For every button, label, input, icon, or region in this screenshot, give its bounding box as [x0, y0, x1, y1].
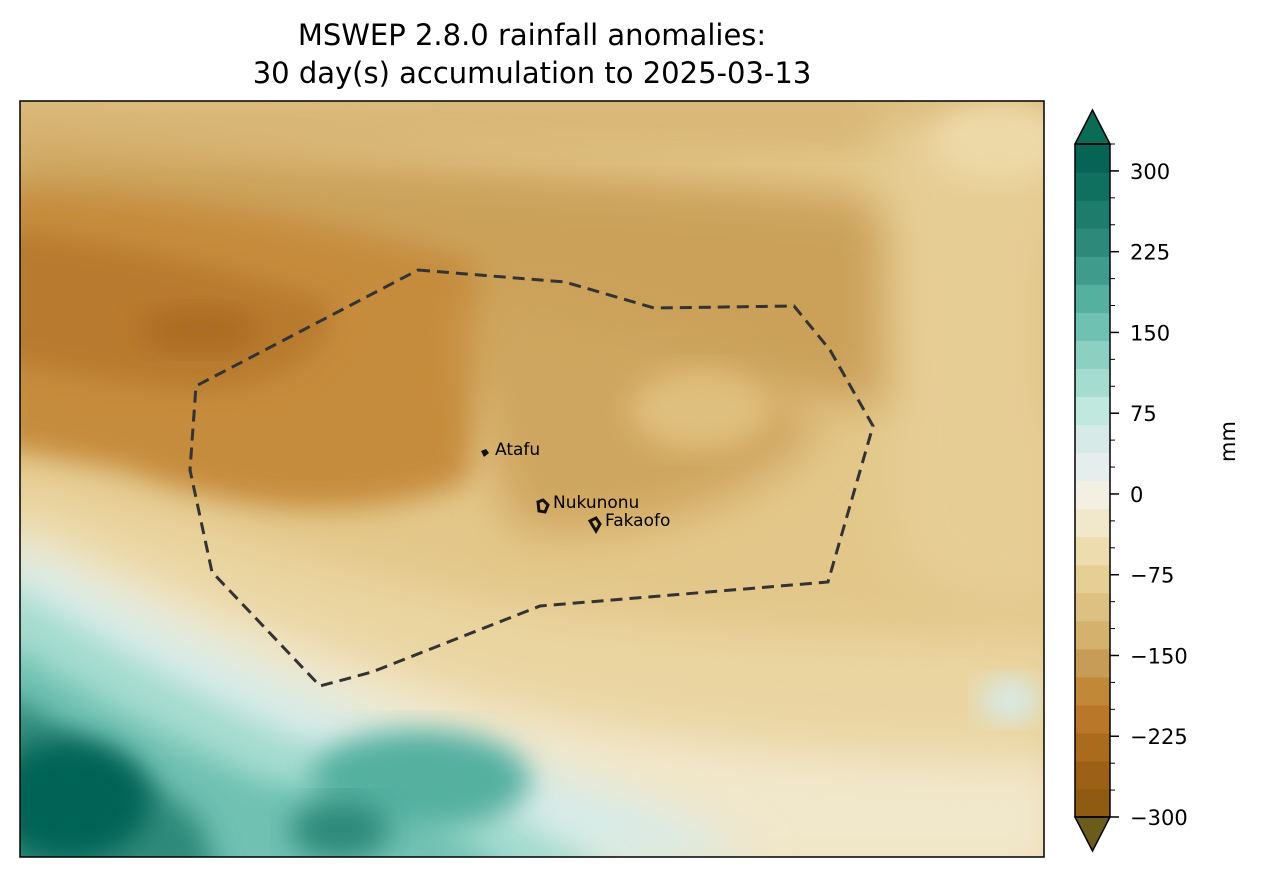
colorbar-segment [1075, 368, 1110, 397]
colorbar-tick-label: 225 [1130, 241, 1170, 265]
colorbar-extend-under [1073, 816, 1112, 853]
colorbar-segment [1075, 620, 1110, 650]
colorbar-segment [1075, 172, 1110, 201]
colorbar-segment [1075, 676, 1110, 706]
colorbar-unit-label: mm [1216, 421, 1240, 462]
colorbar-tick-label: 0 [1130, 483, 1143, 507]
colorbar-tick-label: 150 [1130, 321, 1170, 345]
colorbar-tick-label: 75 [1130, 402, 1157, 426]
colorbar-extend-over [1073, 108, 1112, 145]
colorbar-segment [1075, 228, 1110, 257]
map-frame [19, 100, 1045, 858]
colorbar-tick-label: −75 [1130, 564, 1174, 588]
colorbar-segment [1075, 760, 1110, 790]
colorbar-segment [1075, 256, 1110, 285]
colorbar-tick-label: −150 [1130, 644, 1188, 668]
colorbar-segment [1075, 200, 1110, 229]
colorbar-segment [1075, 648, 1110, 678]
figure-title: MSWEP 2.8.0 rainfall anomalies: [297, 18, 767, 52]
atoll-fakaofo [587, 516, 602, 534]
place-label-atafu: Atafu [495, 440, 540, 460]
colorbar-tick-label: 300 [1130, 160, 1170, 184]
colorbar-segment [1075, 508, 1110, 538]
eez-boundary [188, 268, 875, 688]
colorbar-segment [1075, 536, 1110, 566]
colorbar-segment [1075, 480, 1110, 510]
figure-subtitle: 30 day(s) accumulation to 2025-03-13 [252, 56, 812, 90]
colorbar-segment [1075, 732, 1110, 762]
colorbar-segment [1075, 284, 1110, 313]
colorbar: 300 225 150 75 0 −75 −150 −225 −300 [1073, 108, 1188, 853]
colorbar-segment [1075, 592, 1110, 622]
place-label-nukunonu: Nukunonu [553, 493, 639, 513]
colorbar-segment [1075, 452, 1110, 482]
anomaly-field [20, 101, 1044, 857]
colorbar-segment [1075, 396, 1110, 426]
colorbar-segment [1075, 788, 1110, 818]
atoll-atafu [481, 449, 489, 457]
colorbar-segment [1075, 312, 1110, 341]
atoll-nukunonu [536, 498, 550, 514]
colorbar-segment [1075, 144, 1110, 173]
colorbar-tick-label: −225 [1130, 725, 1188, 749]
colorbar-segment [1075, 564, 1110, 594]
colorbar-frame [1074, 143, 1111, 818]
colorbar-segment [1075, 704, 1110, 734]
place-label-fakaofo: Fakaofo [605, 511, 670, 531]
colorbar-segment [1075, 340, 1110, 369]
colorbar-tick-label: −300 [1130, 806, 1188, 830]
colorbar-segment [1075, 424, 1110, 454]
